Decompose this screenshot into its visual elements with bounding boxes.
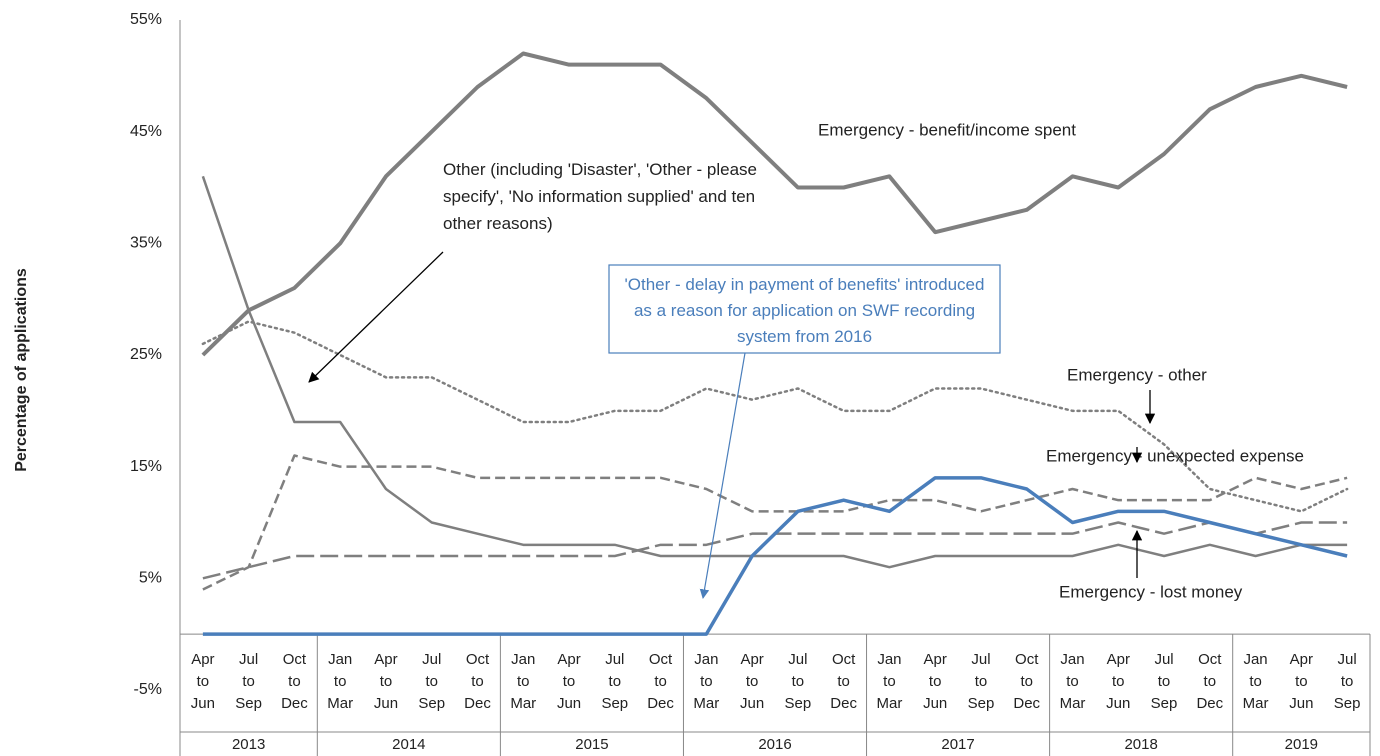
plot: -5% 5% 15% 25% 35% 45% 55% Apr to Jun Jul to Sep Oct t… [130, 11, 1371, 756]
series-label: Emergency - other [1067, 365, 1207, 384]
y-axis-label: Percentage of applications [13, 268, 30, 472]
x-tick-label: Jan to Mar [1243, 651, 1269, 712]
y-tick-label: 55% [130, 11, 162, 28]
series-label: Other (including 'Disaster', 'Other - pl… [443, 160, 757, 233]
group-label: 2014 [392, 736, 425, 753]
series-line [201, 175, 1348, 569]
x-tick-label: Jul to Sep [1334, 651, 1361, 712]
y-tick-label: 35% [130, 235, 162, 252]
series-line [202, 454, 1348, 591]
x-tick-label: Jul to Sep [601, 651, 628, 712]
x-tick-label: Jul to Sep [418, 651, 445, 712]
x-tick-label: Jan to Mar [510, 651, 536, 712]
series-label: Emergency - lost money [1059, 582, 1243, 601]
annotation-text: 'Other - delay in payment of benefits' i… [624, 275, 985, 346]
series-label: Emergency - benefit/income spent [818, 120, 1076, 139]
x-tick-label: Apr to Jun [1106, 651, 1130, 712]
y-tick-label: 5% [139, 570, 162, 587]
group-label: 2015 [575, 736, 608, 753]
group-label: 2017 [941, 736, 974, 753]
x-tick-label: Apr to Jun [740, 651, 764, 712]
x-tick-label: Apr to Jun [923, 651, 947, 712]
x-tick-label: Oct to Dec [647, 651, 674, 712]
series-line [202, 521, 1348, 580]
group-label: 2013 [232, 736, 265, 753]
x-tick-label: Jul to Sep [968, 651, 995, 712]
y-tick-label: 25% [130, 346, 162, 363]
annotation: 'Other - delay in payment of benefits' i… [624, 275, 985, 346]
x-tick-label: Oct to Dec [1196, 651, 1223, 712]
x-tick-label: Jan to Mar [1060, 651, 1086, 712]
series-line [201, 51, 1348, 357]
x-tick-label: Jul to Sep [235, 651, 262, 712]
y-tick-label: 45% [130, 123, 162, 140]
series-label: Emergency - unexpected expense [1046, 446, 1304, 465]
x-tick-label: Oct to Dec [281, 651, 308, 712]
y-tick-label: 15% [130, 458, 162, 475]
arrow [699, 352, 746, 599]
group-label: 2016 [758, 736, 791, 753]
group-label: 2018 [1124, 736, 1157, 753]
arrow [308, 251, 444, 383]
series-line [202, 476, 1348, 636]
annotation-box [608, 264, 1001, 354]
x-tick-label: Jan to Mar [877, 651, 903, 712]
x-tick-label: Apr to Jun [1289, 651, 1313, 712]
x-tick-label: Jul to Sep [785, 651, 812, 712]
y-tick-label: -5% [134, 681, 162, 698]
x-tick-label: Apr to Jun [374, 651, 398, 712]
x-tick-label: Oct to Dec [830, 651, 857, 712]
x-tick-label: Oct to Dec [1013, 651, 1040, 712]
series-label-text: Other (including 'Disaster', 'Other - pl… [443, 160, 757, 233]
x-tick-label: Jul to Sep [1151, 651, 1178, 712]
x-tick-label: Jan to Mar [693, 651, 719, 712]
group-label: 2019 [1285, 736, 1318, 753]
series-line [201, 320, 1349, 513]
x-tick-label: Jan to Mar [327, 651, 353, 712]
x-tick-label: Oct to Dec [464, 651, 491, 712]
x-tick-label: Apr to Jun [191, 651, 215, 712]
x-tick-label: Apr to Jun [557, 651, 581, 712]
